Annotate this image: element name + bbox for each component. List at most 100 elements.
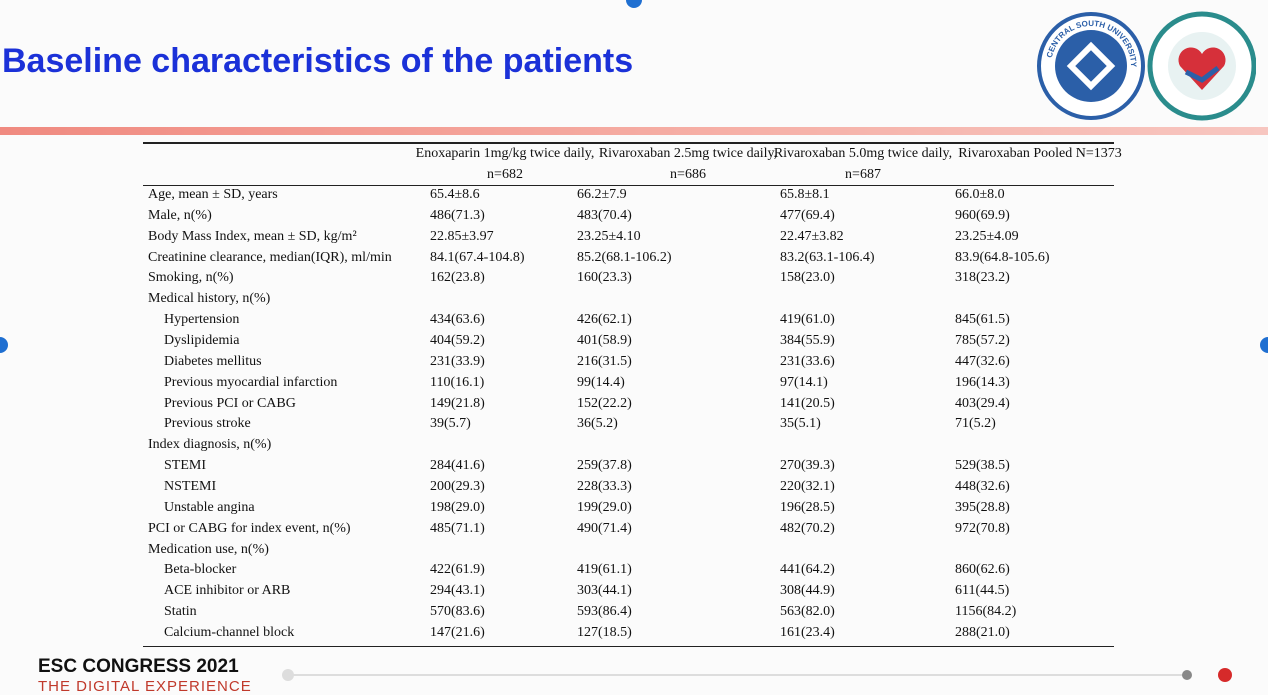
cell-value: 403(29.4) — [955, 395, 1010, 411]
table-rule — [143, 142, 1114, 144]
cell-value: 486(71.3) — [430, 207, 485, 223]
cell-value: 477(69.4) — [780, 207, 835, 223]
cell-value: 441(64.2) — [780, 562, 835, 578]
cell-value: 845(61.5) — [955, 312, 1010, 328]
footer-title: ESC CONGRESS 2021 — [38, 656, 239, 677]
cell-value: 160(23.3) — [577, 270, 632, 286]
cell-value: 482(70.2) — [780, 520, 835, 536]
logo-core — [1055, 30, 1127, 102]
row-label: Body Mass Index, mean ± SD, kg/m² — [148, 228, 357, 244]
cell-value: 395(28.8) — [955, 499, 1010, 515]
row-label: Creatinine clearance, median(IQR), ml/mi… — [148, 249, 392, 265]
cell-value: 960(69.9) — [955, 207, 1010, 223]
cell-value: 23.25±4.10 — [577, 228, 641, 244]
handle — [626, 0, 642, 8]
cell-value: 447(32.6) — [955, 353, 1010, 369]
cell-value: 22.47±3.82 — [780, 228, 844, 244]
cell-value: 785(57.2) — [955, 333, 1010, 349]
cell-value: 84.1(67.4-104.8) — [430, 249, 525, 265]
cell-value: 85.2(68.1-106.2) — [577, 249, 672, 265]
cell-value: 972(70.8) — [955, 520, 1010, 536]
row-label: Previous myocardial infarction — [164, 374, 338, 390]
cell-value: 422(61.9) — [430, 562, 485, 578]
progress-dot — [1182, 670, 1192, 680]
cell-value: 196(28.5) — [780, 499, 835, 515]
footer-subtitle: THE DIGITAL EXPERIENCE — [38, 678, 252, 695]
logo-hands — [1184, 66, 1220, 83]
cell-value: 198(29.0) — [430, 499, 485, 515]
row-label: Hypertension — [164, 312, 240, 328]
cell-value: 83.2(63.1-106.4) — [780, 249, 875, 265]
cell-value: 99(14.4) — [577, 374, 625, 390]
cell-value: 162(23.8) — [430, 270, 485, 286]
row-label: Male, n(%) — [148, 207, 212, 223]
cell-value: 97(14.1) — [780, 374, 828, 390]
cell-value: 39(5.7) — [430, 416, 471, 432]
row-label: Previous PCI or CABG — [164, 395, 296, 411]
row-label: Diabetes mellitus — [164, 353, 262, 369]
cell-value: 419(61.0) — [780, 312, 835, 328]
row-label: NSTEMI — [164, 479, 217, 495]
progress-track — [290, 674, 1190, 676]
slide-title: Baseline characteristics of the patients — [2, 42, 634, 80]
cell-value: 147(21.6) — [430, 625, 485, 641]
cell-value: 200(29.3) — [430, 479, 485, 495]
cell-value: 71(5.2) — [955, 416, 996, 432]
cell-value: 161(23.4) — [780, 625, 835, 641]
cell-value: 66.2±7.9 — [577, 187, 627, 202]
row-label: Unstable angina — [164, 499, 255, 515]
cell-value: 199(29.0) — [577, 499, 632, 515]
column-header: Rivaroxaban 5.0mg twice daily, n=687 — [773, 146, 953, 182]
cell-value: 196(14.3) — [955, 374, 1010, 390]
row-label: ACE inhibitor or ARB — [164, 583, 291, 599]
cell-value: 228(33.3) — [577, 479, 632, 495]
cell-value: 485(71.1) — [430, 520, 485, 536]
cell-value: 141(20.5) — [780, 395, 835, 411]
column-header: Rivaroxaban Pooled N=1373 — [958, 146, 1122, 161]
cell-value: 110(16.1) — [430, 374, 485, 390]
row-label: Statin — [164, 604, 197, 620]
cell-value: 83.9(64.8-105.6) — [955, 249, 1050, 265]
cell-value: 288(21.0) — [955, 625, 1010, 641]
cell-value: 216(31.5) — [577, 353, 632, 369]
cell-value: 220(32.1) — [780, 479, 835, 495]
cell-value: 149(21.8) — [430, 395, 485, 411]
logo-heart — [1178, 47, 1226, 90]
cell-value: 448(32.6) — [955, 479, 1010, 495]
cell-value: 563(82.0) — [780, 604, 835, 620]
table-rule — [143, 645, 1114, 648]
cell-value: 36(5.2) — [577, 416, 618, 432]
row-label: Smoking, n(%) — [148, 270, 234, 286]
cell-value: 401(58.9) — [577, 333, 632, 349]
progress-dot — [1218, 668, 1232, 682]
cell-value: 593(86.4) — [577, 604, 632, 620]
row-label: PCI or CABG for index event, n(%) — [148, 520, 351, 536]
logo-mark — [1066, 41, 1116, 91]
cell-value: 284(41.6) — [430, 458, 485, 474]
cell-value: 303(44.1) — [577, 583, 632, 599]
cell-value: 22.85±3.97 — [430, 228, 494, 244]
cell-value: 23.25±4.09 — [955, 228, 1019, 244]
cell-value: 35(5.1) — [780, 416, 821, 432]
cell-value: 231(33.6) — [780, 353, 835, 369]
section-label: Index diagnosis, n(%) — [148, 437, 272, 453]
cell-value: 483(70.4) — [577, 207, 632, 223]
handle — [1260, 337, 1268, 353]
progress-dot — [282, 669, 294, 681]
cell-value: 308(44.9) — [780, 583, 835, 599]
section-label: Medication use, n(%) — [148, 541, 269, 557]
cell-value: 65.8±8.1 — [780, 187, 830, 202]
cell-value: 318(23.2) — [955, 270, 1010, 286]
cell-value: 404(59.2) — [430, 333, 485, 349]
cell-value: 419(61.1) — [577, 562, 632, 578]
cell-value: 860(62.6) — [955, 562, 1010, 578]
table-rule — [143, 185, 1114, 186]
cell-value: 231(33.9) — [430, 353, 485, 369]
section-label: Medical history, n(%) — [148, 291, 271, 307]
cell-value: 294(43.1) — [430, 583, 485, 599]
cell-value: 152(22.2) — [577, 395, 632, 411]
cell-value: 158(23.0) — [780, 270, 835, 286]
row-label: Dyslipidemia — [164, 333, 240, 349]
handle — [0, 337, 8, 353]
